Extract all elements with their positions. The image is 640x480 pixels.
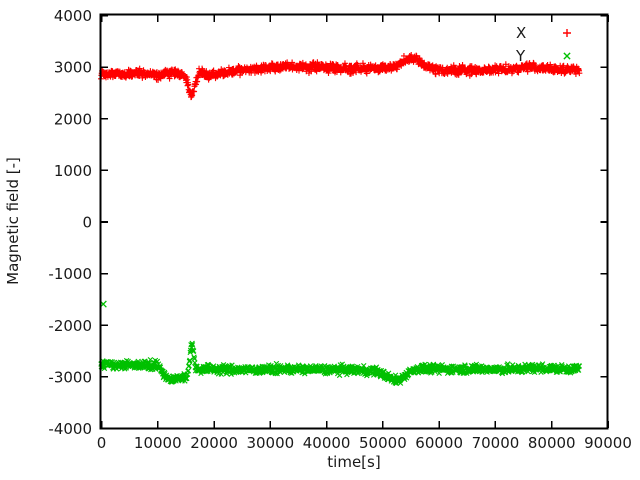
x-tick-label: 50000 [359,434,407,452]
x-tick-label: 40000 [303,434,351,452]
y-tick-label: -2000 [48,317,92,335]
x-tick-label: 60000 [415,434,463,452]
x-tick-label: 30000 [246,434,294,452]
x-tick-label: 80000 [528,434,576,452]
y-tick-label: -1000 [48,265,92,283]
y-tick-label: 2000 [54,110,92,128]
y-axis-title: Magnetic field [-] [4,157,22,285]
y-tick-label: 4000 [54,7,92,25]
legend[interactable]: XY [515,24,571,65]
y-tick-label: 1000 [54,162,92,180]
x-tick-label: 20000 [190,434,238,452]
x-tick-label: 10000 [134,434,182,452]
x-tick-label: 70000 [472,434,520,452]
legend-label-x[interactable]: X [516,24,526,42]
y-tick-label: -4000 [48,420,92,438]
x-tick-label: 0 [97,434,107,452]
y-tick-label: 3000 [54,59,92,77]
legend-marker-y [563,52,571,60]
y-tick-label: 0 [82,214,92,232]
legend-marker-x [563,29,571,37]
x-axis-title: time[s] [327,453,380,471]
axis-ticks-layer [100,14,609,430]
legend-label-y[interactable]: Y [515,47,526,65]
y-tick-label: -3000 [48,368,92,386]
x-tick-label: 90000 [584,434,632,452]
